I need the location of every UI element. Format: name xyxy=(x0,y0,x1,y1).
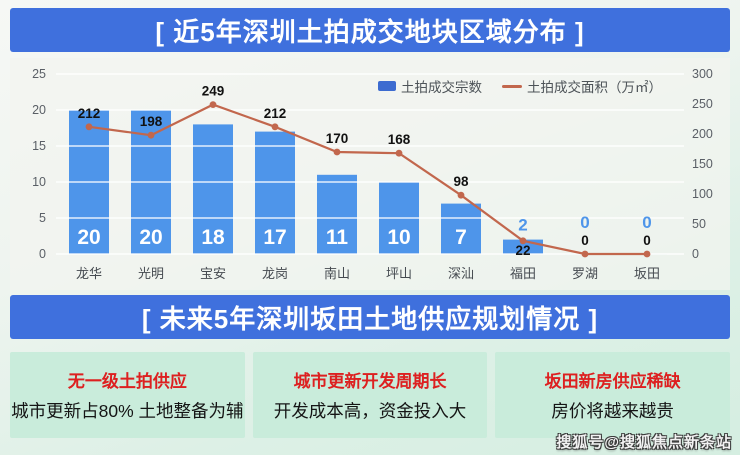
line-value-label: 22 xyxy=(515,243,530,258)
bar-深汕 xyxy=(441,203,481,254)
legend-item-line-series: 土拍成交面积（万㎡） xyxy=(502,76,662,96)
info-box-row: 无一级土拍供应 城市更新占80% 土地整备为辅 城市更新开发周期长 开发成本高，… xyxy=(10,352,731,438)
info-box-supply: 无一级土拍供应 城市更新占80% 土地整备为辅 xyxy=(10,352,245,438)
bar-value-label: 11 xyxy=(326,226,349,249)
line-value-label: 212 xyxy=(78,106,101,121)
info-box-title: 城市更新开发周期长 xyxy=(293,372,447,391)
area-line xyxy=(88,103,647,256)
bar-龙岗 xyxy=(255,131,295,254)
bar-value-label: 20 xyxy=(139,226,162,249)
line-value-label: 98 xyxy=(453,174,469,189)
category-label: 坪山 xyxy=(386,266,412,281)
right-axis-tick: 50 xyxy=(692,217,706,231)
right-axis-tick: 200 xyxy=(692,127,713,141)
right-axis-tick: 250 xyxy=(692,97,713,111)
right-axis-tick: 150 xyxy=(692,157,713,171)
line-value-label: 0 xyxy=(643,233,651,248)
land-auction-chart: 0 5 10 15 20 25 0 50 100 150 200 250 300 龙华 光明 宝安 龙岗 南山 坪山… xyxy=(10,58,730,290)
left-axis-tick: 10 xyxy=(32,175,46,189)
line-value-label: 168 xyxy=(388,132,411,147)
left-axis-tick: 0 xyxy=(39,247,46,261)
bar-value-label: 18 xyxy=(201,226,225,249)
info-box-renewal-cycle: 城市更新开发周期长 开发成本高，资金投入大 xyxy=(252,352,488,438)
info-box-body: 开发成本高，资金投入大 xyxy=(273,401,467,421)
category-label: 坂田 xyxy=(634,266,660,281)
bar-value-label: 10 xyxy=(387,226,410,249)
line-value-label: 170 xyxy=(326,131,349,146)
line-point xyxy=(271,123,279,131)
bar-series-swatch-icon xyxy=(378,81,396,91)
bar-南山 xyxy=(317,174,357,254)
bar-value-label: 2 xyxy=(518,216,527,235)
category-label: 福田 xyxy=(510,266,536,281)
line-point xyxy=(395,149,403,157)
right-axis-tick: 300 xyxy=(692,67,713,81)
legend-line-label: 土拍成交面积（万㎡） xyxy=(527,80,662,95)
line-value-label: 0 xyxy=(581,233,589,248)
info-box-body: 城市更新占80% 土地整备为辅 xyxy=(11,401,244,421)
line-point xyxy=(333,148,341,156)
left-axis-tick: 25 xyxy=(32,67,46,81)
info-box-title: 坂田新房供应稀缺 xyxy=(544,372,681,391)
category-label: 罗湖 xyxy=(572,266,598,281)
line-point xyxy=(581,250,589,258)
bar-value-label: 7 xyxy=(455,226,467,249)
line-point xyxy=(457,191,465,199)
left-axis-tick: 5 xyxy=(39,211,46,225)
info-box-title: 无一级土拍供应 xyxy=(67,372,187,391)
category-label: 南山 xyxy=(324,266,350,281)
right-axis-tick: 0 xyxy=(692,247,699,261)
category-label: 深汕 xyxy=(448,266,474,281)
info-box-body: 房价将越来越贵 xyxy=(551,401,674,421)
line-value-label: 212 xyxy=(264,106,287,121)
right-axis-tick: 100 xyxy=(692,187,713,201)
sohu-watermark: 搜狐号@搜狐焦点新条站 xyxy=(556,434,732,451)
line-value-label: 198 xyxy=(140,114,163,129)
line-point xyxy=(643,250,651,258)
line-series-swatch-icon xyxy=(502,84,522,88)
line-point xyxy=(147,131,155,139)
line-value-label: 249 xyxy=(202,84,225,99)
line-point xyxy=(85,123,93,131)
category-label: 龙岗 xyxy=(262,266,288,281)
bar-value-label: 0 xyxy=(580,213,589,232)
line-point xyxy=(519,237,527,245)
top-banner-title: [ 近5年深圳土拍成交地块区域分布 ] xyxy=(10,8,730,52)
bar-value-label: 17 xyxy=(263,226,286,249)
category-label: 龙华 xyxy=(76,266,102,281)
left-axis-tick: 15 xyxy=(32,139,46,153)
info-box-scarcity: 坂田新房供应稀缺 房价将越来越贵 xyxy=(495,352,731,438)
line-point xyxy=(209,101,217,108)
chart-legend: 土拍成交宗数 土拍成交面积（万㎡） xyxy=(378,76,662,96)
bar-value-label: 0 xyxy=(642,213,651,232)
legend-bar-label: 土拍成交宗数 xyxy=(401,80,482,95)
left-axis-tick: 20 xyxy=(32,103,46,117)
category-label: 光明 xyxy=(138,266,164,281)
bar-value-label: 20 xyxy=(77,226,100,249)
category-label: 宝安 xyxy=(200,266,226,281)
middle-banner-title: [ 未来5年深圳坂田土地供应规划情况 ] xyxy=(10,295,730,339)
legend-item-bar-series: 土拍成交宗数 xyxy=(378,76,482,96)
